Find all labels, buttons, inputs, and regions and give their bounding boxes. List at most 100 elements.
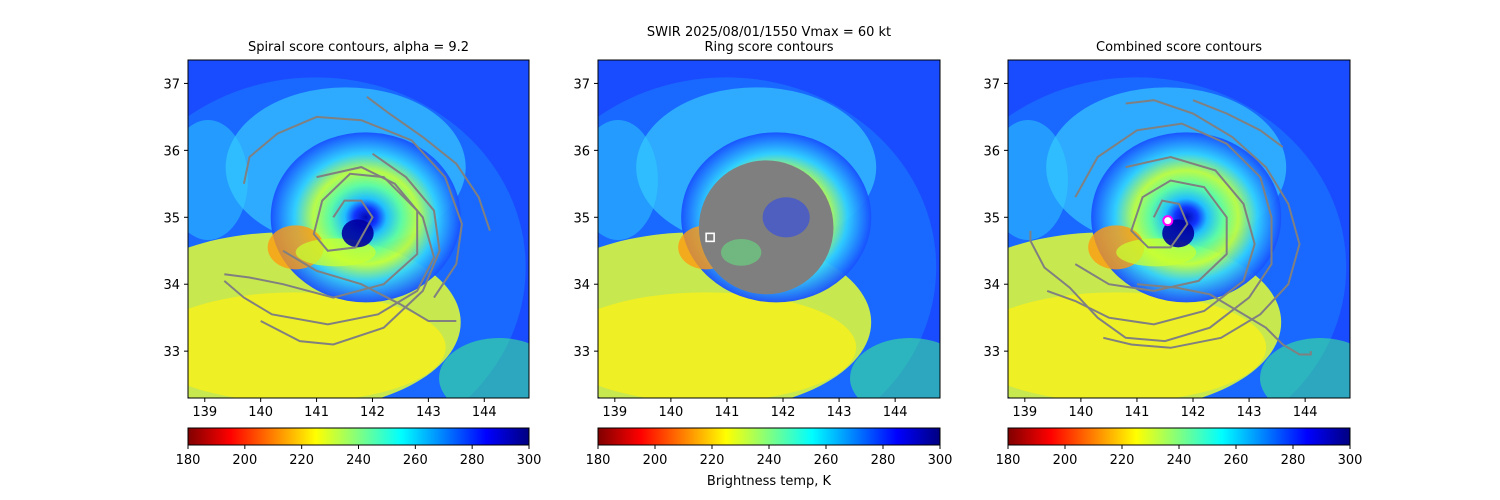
colorbar-tick-label: 280 xyxy=(871,453,896,468)
y-tick-label: 36 xyxy=(573,144,590,159)
contour-line xyxy=(366,95,491,232)
x-tick-label: 139 xyxy=(602,405,627,420)
cloud-patch-se xyxy=(439,338,529,398)
colorbar-tick-label: 220 xyxy=(289,453,314,468)
y-tick-label: 34 xyxy=(983,278,1000,293)
colorbar-tick-label: 260 xyxy=(814,453,839,468)
axes-frame xyxy=(597,59,941,399)
contour-line xyxy=(1136,283,1312,356)
x-tick-label: 141 xyxy=(1125,405,1150,420)
y-tick-label: 33 xyxy=(983,345,1000,360)
colorbar-tick-label: 300 xyxy=(928,453,953,468)
contour-line xyxy=(242,115,463,299)
x-tick-label: 144 xyxy=(1293,405,1318,420)
ring-score-gap xyxy=(721,238,762,266)
ring-panel: Ring score contours 139 140 141 142 143 144 33 3… xyxy=(573,40,953,468)
rainband-south-core xyxy=(598,292,857,398)
colorbar-tick-label: 280 xyxy=(460,453,485,468)
satellite-image xyxy=(598,60,940,398)
colorbar-tick-label: 260 xyxy=(403,453,428,468)
x-tick-label: 144 xyxy=(472,405,497,420)
axes-frame xyxy=(1007,59,1351,399)
contour-line xyxy=(1103,99,1301,349)
x-tick-label: 143 xyxy=(827,405,852,420)
x-tick-label: 141 xyxy=(715,405,740,420)
x-tick-label: 140 xyxy=(248,405,273,420)
colorbar xyxy=(187,427,530,446)
y-tick-label: 36 xyxy=(983,144,1000,159)
colorbar-label: Brightness temp, K xyxy=(707,474,832,489)
contour-line xyxy=(223,166,436,326)
x-tick-label: 143 xyxy=(416,405,441,420)
colorbar xyxy=(597,427,941,446)
y-tick-label: 37 xyxy=(573,77,590,92)
x-tick-label: 139 xyxy=(192,405,217,420)
colorbar-tick-label: 200 xyxy=(1053,453,1078,468)
x-tick-label: 142 xyxy=(771,405,796,420)
spiral-panel: Spiral score contours, alpha = 9.2 139 140… xyxy=(163,40,542,468)
colorbar xyxy=(1007,427,1351,446)
storm-core xyxy=(270,132,461,303)
combined-panel: Combined score contours 139 140 141 142 143 14… xyxy=(983,40,1363,468)
colorbar-tick-label: 220 xyxy=(700,453,725,468)
x-tick-label: 142 xyxy=(1181,405,1206,420)
colorbar-tick-label: 200 xyxy=(232,453,257,468)
rainband-south-core xyxy=(1008,292,1267,398)
y-tick-label: 35 xyxy=(163,211,180,226)
colorbar-tick-label: 240 xyxy=(757,453,782,468)
center-estimate-marker xyxy=(1162,215,1174,227)
y-tick-label: 33 xyxy=(573,345,590,360)
y-tick-label: 34 xyxy=(573,278,590,293)
y-tick-label: 33 xyxy=(163,345,180,360)
cloud-patch-west xyxy=(188,120,248,240)
contour-line xyxy=(260,152,441,346)
cloud-patch-se xyxy=(1260,338,1350,398)
center-estimate-marker xyxy=(705,232,715,243)
x-tick-label: 143 xyxy=(1237,405,1262,420)
colorbar-tick-label: 240 xyxy=(346,453,371,468)
panel-title: Ring score contours xyxy=(704,40,833,55)
colorbar-tick-label: 300 xyxy=(517,453,542,468)
y-tick-label: 34 xyxy=(163,278,180,293)
colorbar-tick-label: 200 xyxy=(643,453,668,468)
colorbar-tick-label: 180 xyxy=(176,453,201,468)
rainband-south-core xyxy=(188,292,446,398)
x-tick-label: 142 xyxy=(360,405,385,420)
eye xyxy=(341,219,374,248)
contour-line xyxy=(1029,122,1273,343)
contour-line xyxy=(224,172,419,299)
y-tick-label: 35 xyxy=(573,211,590,226)
x-tick-label: 139 xyxy=(1012,405,1037,420)
panel-title: Combined score contours xyxy=(1096,40,1262,55)
axes-frame xyxy=(187,59,530,399)
satellite-image xyxy=(1008,60,1350,398)
colorbar-tick-label: 300 xyxy=(1338,453,1363,468)
panel-title: Spiral score contours, alpha = 9.2 xyxy=(248,40,469,55)
y-tick-label: 35 xyxy=(983,211,1000,226)
y-tick-label: 37 xyxy=(983,77,1000,92)
x-tick-label: 140 xyxy=(658,405,683,420)
contour-line xyxy=(1192,99,1284,148)
colorbar-tick-label: 280 xyxy=(1281,453,1306,468)
contour-line xyxy=(282,249,457,322)
colorbar-tick-label: 260 xyxy=(1224,453,1249,468)
colorbar-tick-label: 180 xyxy=(586,453,611,468)
cloud-patch-west xyxy=(1008,120,1068,240)
colorbar-tick-label: 220 xyxy=(1110,453,1135,468)
x-tick-label: 141 xyxy=(304,405,329,420)
figure-suptitle: SWIR 2025/08/01/1550 Vmax = 60 kt xyxy=(647,25,891,40)
colorbar-tick-label: 240 xyxy=(1167,453,1192,468)
y-tick-label: 36 xyxy=(163,144,180,159)
x-tick-label: 140 xyxy=(1068,405,1093,420)
contour-line xyxy=(1074,179,1228,292)
contour-line xyxy=(1046,155,1256,326)
satellite-image xyxy=(188,60,529,398)
storm-core xyxy=(1091,132,1282,303)
cloud-patch-se xyxy=(850,338,940,398)
ring-score-gap xyxy=(762,197,810,238)
x-tick-label: 144 xyxy=(883,405,908,420)
colorbar-tick-label: 180 xyxy=(996,453,1021,468)
y-tick-label: 37 xyxy=(163,77,180,92)
cloud-patch-west xyxy=(598,120,658,240)
